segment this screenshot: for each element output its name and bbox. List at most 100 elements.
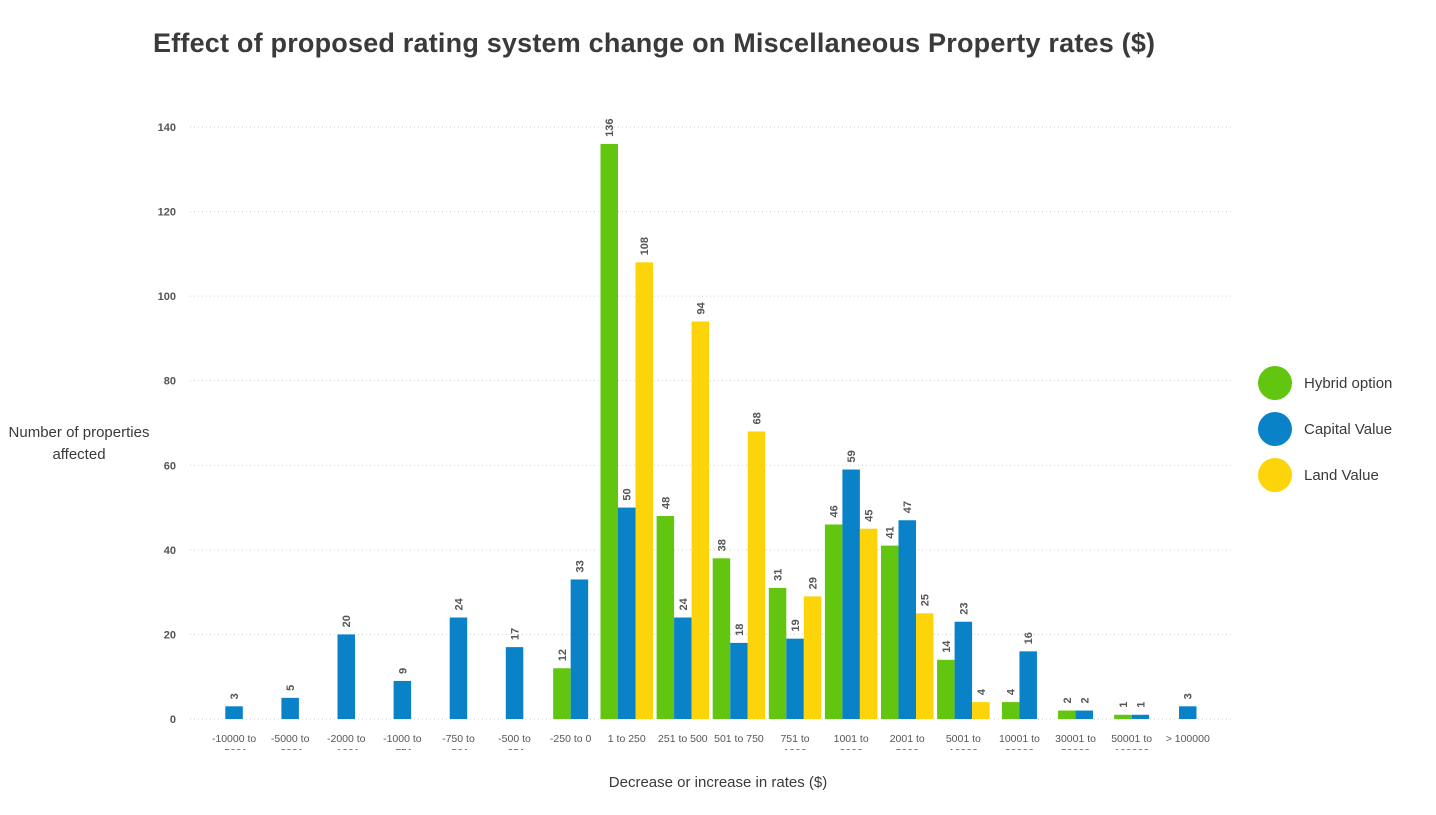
- legend-item: Land Value: [1258, 452, 1392, 498]
- data-label: 25: [920, 594, 932, 606]
- chart-title: Effect of proposed rating system change …: [153, 28, 1156, 58]
- y-tick-label: 40: [164, 545, 176, 557]
- data-label: 41: [885, 526, 897, 538]
- data-label: 31: [773, 569, 785, 581]
- bar: [505, 647, 524, 719]
- x-tick-label-line2: 1000: [783, 747, 807, 759]
- data-label: 3: [1183, 693, 1195, 699]
- legend: Hybrid option Capital Value Land Value: [1258, 360, 1392, 498]
- data-label: 9: [397, 668, 409, 674]
- data-label: 94: [695, 301, 707, 314]
- data-label: 59: [846, 450, 858, 462]
- data-label: 4: [976, 688, 988, 695]
- bar: [1058, 710, 1076, 719]
- data-label: 18: [734, 624, 746, 636]
- x-tick-label: -750 to: [442, 733, 475, 745]
- y-tick-label: 20: [164, 629, 176, 641]
- data-label: 14: [941, 640, 953, 653]
- data-label: 1: [1135, 702, 1147, 708]
- x-tick-label-line2: -251: [504, 747, 525, 759]
- x-tick-label: 50001 to: [1111, 733, 1152, 745]
- legend-label: Hybrid option: [1304, 374, 1393, 392]
- data-label: 3: [229, 693, 241, 699]
- x-tick-label-line2: 5000: [896, 747, 920, 759]
- data-label: 33: [574, 560, 586, 572]
- x-tick-label-line2: -501: [448, 747, 469, 759]
- bar: [691, 321, 710, 719]
- bar: [972, 702, 990, 719]
- data-label: 45: [864, 509, 876, 521]
- bar: [898, 520, 916, 719]
- bar: [1131, 714, 1150, 719]
- bar: [600, 143, 618, 719]
- data-label: 47: [902, 501, 914, 513]
- bar: [747, 431, 766, 719]
- data-label: 46: [829, 505, 841, 517]
- y-tick-label: 100: [158, 291, 176, 303]
- bar: [712, 558, 731, 719]
- x-tick-label-line2: -1001: [333, 747, 360, 759]
- data-label: 29: [808, 577, 820, 589]
- bar: [937, 659, 955, 719]
- x-tick-label-line2: 10000: [949, 747, 978, 759]
- x-tick-label: 251 to 500: [658, 733, 708, 745]
- x-axis-label: Decrease or increase in rates ($): [608, 774, 828, 791]
- bar: [1114, 714, 1132, 719]
- x-tick-label: -5000 to: [271, 733, 310, 745]
- bar: [1019, 651, 1037, 719]
- y-tick-label: 140: [158, 122, 176, 134]
- data-label: 20: [341, 615, 353, 627]
- bar: [635, 262, 653, 719]
- x-tick-label: -2000 to: [327, 733, 366, 745]
- x-tick-label-line2: 30000: [1005, 747, 1034, 759]
- bar: [393, 680, 412, 719]
- data-label: 4: [1006, 688, 1018, 695]
- x-tick-label-line2: 100000: [1114, 747, 1149, 759]
- legend-item: Hybrid option: [1258, 360, 1392, 406]
- x-tick-label-line2: -2001: [277, 747, 304, 759]
- x-tick-label: 30001 to: [1055, 733, 1096, 745]
- bar: [553, 668, 571, 719]
- legend-item: Capital Value: [1258, 406, 1392, 452]
- x-tick-label: 501 to 750: [714, 733, 764, 745]
- x-tick-label: > 100000: [1166, 733, 1210, 745]
- bar: [803, 596, 822, 719]
- x-tick-label: -1000 to: [383, 733, 422, 745]
- bar: [656, 516, 675, 719]
- bar: [786, 638, 804, 719]
- data-label: 24: [678, 597, 690, 610]
- data-label: 19: [790, 619, 802, 631]
- y-tick-label: 60: [164, 460, 176, 472]
- bar: [842, 469, 860, 719]
- x-tick-label: -250 to 0: [550, 733, 592, 745]
- data-label: 24: [453, 597, 465, 610]
- bar: [618, 507, 636, 719]
- x-tick-label: -500 to: [498, 733, 531, 745]
- y-axis-label: Number of properties affected: [8, 424, 150, 463]
- data-label: 1: [1118, 702, 1130, 708]
- y-tick-label: 80: [164, 376, 176, 388]
- data-label: 5: [285, 685, 297, 691]
- legend-swatch: [1258, 366, 1292, 400]
- bar: [1075, 710, 1094, 719]
- bar: [859, 528, 878, 719]
- y-tick-label: 0: [170, 714, 176, 726]
- x-tick-label: 5001 to: [946, 733, 981, 745]
- data-label: 48: [660, 497, 672, 509]
- data-label: 50: [622, 488, 634, 500]
- x-tick-label-line2: -5001: [221, 747, 248, 759]
- legend-swatch: [1258, 412, 1292, 446]
- data-label: 108: [639, 237, 651, 255]
- legend-swatch: [1258, 458, 1292, 492]
- x-tick-label-line2: 50000: [1061, 747, 1090, 759]
- bar: [1001, 702, 1020, 719]
- data-label: 136: [604, 119, 616, 137]
- bar: [768, 587, 787, 719]
- x-tick-label-line2: -751: [392, 747, 413, 759]
- bar: [281, 697, 299, 719]
- bar: [674, 617, 692, 719]
- bar: [337, 634, 355, 719]
- data-label: 23: [958, 602, 970, 614]
- x-tick-label: -10000 to: [212, 733, 257, 745]
